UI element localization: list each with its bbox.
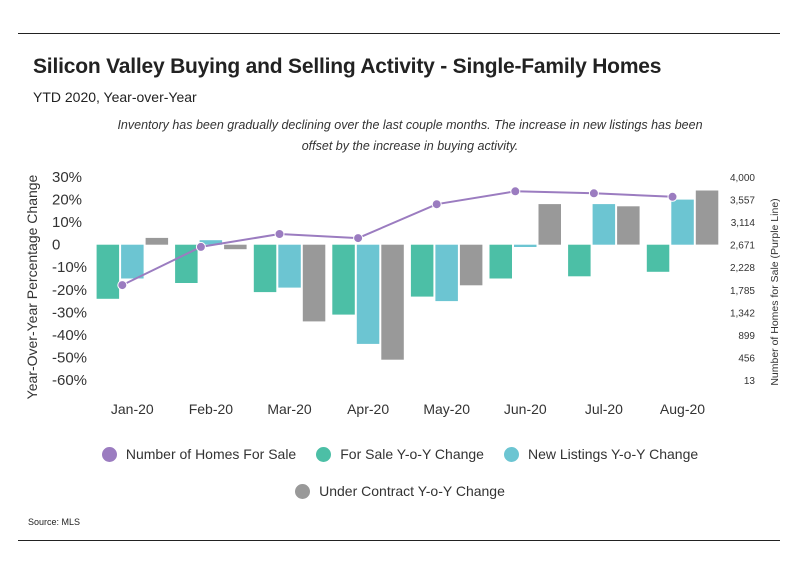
- y-tick-label: 30%: [52, 169, 82, 186]
- bar-new-listings: [671, 199, 694, 245]
- line-layer: [117, 186, 678, 291]
- bar-for-sale: [489, 244, 512, 279]
- bar-for-sale: [175, 244, 198, 283]
- bar-for-sale: [253, 244, 277, 293]
- x-tick-label: Jun-20: [504, 401, 547, 417]
- x-tick-label: Jul-20: [585, 401, 623, 417]
- bar-for-sale: [568, 244, 591, 277]
- bar-for-sale: [332, 244, 355, 315]
- y2-tick-label: 3,557: [730, 196, 755, 207]
- bar-new-listings: [356, 244, 380, 344]
- bar-new-listings: [278, 244, 301, 288]
- x-tick-label: Apr-20: [347, 401, 389, 417]
- chart-subtitle: YTD 2020, Year-over-Year: [33, 89, 197, 105]
- y-tick-label: -40%: [52, 327, 87, 344]
- x-tick-label: Aug-20: [660, 401, 705, 417]
- homes-for-sale-point: [667, 191, 678, 202]
- bar-for-sale: [96, 244, 120, 299]
- homes-for-sale-point: [431, 199, 442, 210]
- bar-new-listings: [514, 244, 537, 247]
- bar-under-contract: [538, 204, 561, 245]
- legend-item-new-listings-change: New Listings Y-o-Y Change: [503, 446, 699, 462]
- y2-tick-label: 456: [738, 353, 755, 364]
- bar-new-listings: [121, 244, 144, 279]
- legend-label: Under Contract Y-o-Y Change: [319, 483, 505, 499]
- y-tick-label: -20%: [52, 282, 87, 299]
- bar-for-sale: [410, 244, 434, 297]
- homes-for-sale-point: [588, 188, 599, 199]
- legend-swatch-gray-circle-icon: [295, 483, 311, 499]
- legend-label: New Listings Y-o-Y Change: [527, 446, 699, 462]
- y2-tick-label: 4,000: [730, 173, 755, 184]
- bar-under-contract: [459, 244, 483, 286]
- legend-row-1: Number of Homes For Sale For Sale Y-o-Y …: [0, 446, 800, 462]
- bar-for-sale: [646, 244, 670, 272]
- legend-swatch-purple-circle-icon: [101, 446, 117, 462]
- y-tick-label: -30%: [52, 304, 87, 321]
- y2-tick-label: 3,114: [731, 218, 756, 229]
- legend-swatch-teal-circle-icon: [316, 446, 332, 462]
- legend-item-under-contract-change: Under Contract Y-o-Y Change: [295, 483, 505, 499]
- bar-new-listings: [435, 244, 458, 302]
- bar-new-listings: [199, 240, 223, 245]
- chart-title: Silicon Valley Buying and Selling Activi…: [33, 55, 662, 78]
- homes-for-sale-point: [117, 280, 128, 291]
- y-axis-label: Year-Over-Year Percentage Change: [24, 174, 40, 399]
- bar-new-listings: [592, 204, 616, 245]
- x-tick-label: Mar-20: [267, 401, 312, 417]
- legend-label: For Sale Y-o-Y Change: [340, 446, 484, 462]
- homes-for-sale-point: [195, 241, 206, 252]
- y2-tick-label: 1,342: [730, 308, 755, 319]
- x-tick-label: Feb-20: [189, 401, 234, 417]
- y2-tick-label: 1,785: [730, 286, 755, 297]
- x-tick-label: Jan-20: [111, 401, 154, 417]
- legend-item-for-sale-change: For Sale Y-o-Y Change: [316, 446, 484, 462]
- y-tick-label: -60%: [52, 372, 87, 389]
- y-tick-label: 20%: [52, 192, 82, 209]
- y2-tick-label: 2,671: [730, 241, 755, 252]
- bar-under-contract: [224, 244, 247, 250]
- homes-for-sale-point: [510, 186, 521, 197]
- bottom-rule: [18, 540, 780, 541]
- chart-annotation: Inventory has been gradually declining o…: [117, 118, 703, 153]
- y-tick-label: 0: [52, 237, 60, 254]
- y2-tick-label: 899: [738, 331, 755, 342]
- bar-under-contract: [302, 244, 326, 322]
- top-rule: [18, 33, 780, 34]
- homes-for-sale-point: [353, 233, 364, 244]
- legend-label: Number of Homes For Sale: [125, 446, 297, 462]
- tick-layer: Jan-20 Feb-20 Mar-20 Apr-20 May-20 Jun-20 Jul-…: [52, 169, 755, 417]
- legend-item-homes-for-sale: Number of Homes For Sale: [101, 446, 297, 462]
- y2-tick-label: 2,228: [730, 263, 755, 274]
- x-tick-label: May-20: [423, 401, 470, 417]
- bar-under-contract: [145, 237, 169, 245]
- y-tick-label: 10%: [52, 214, 82, 231]
- homes-for-sale-line: [121, 190, 673, 286]
- y-tick-label: -50%: [52, 349, 87, 366]
- y2-axis-label: Number of Homes for Sale (Purple Line): [769, 198, 781, 385]
- y2-tick-label: 13: [744, 376, 756, 387]
- homes-for-sale-point: [274, 229, 285, 239]
- bar-under-contract: [617, 206, 640, 245]
- bar-under-contract: [381, 244, 404, 360]
- source-note: Source: MLS: [28, 517, 81, 527]
- legend-swatch-blue-circle-icon: [503, 446, 519, 462]
- y-tick-label: -10%: [52, 259, 87, 276]
- legend-row-2: Under Contract Y-o-Y Change: [0, 483, 800, 499]
- bar-under-contract: [695, 190, 719, 245]
- bar-layer: [96, 190, 719, 360]
